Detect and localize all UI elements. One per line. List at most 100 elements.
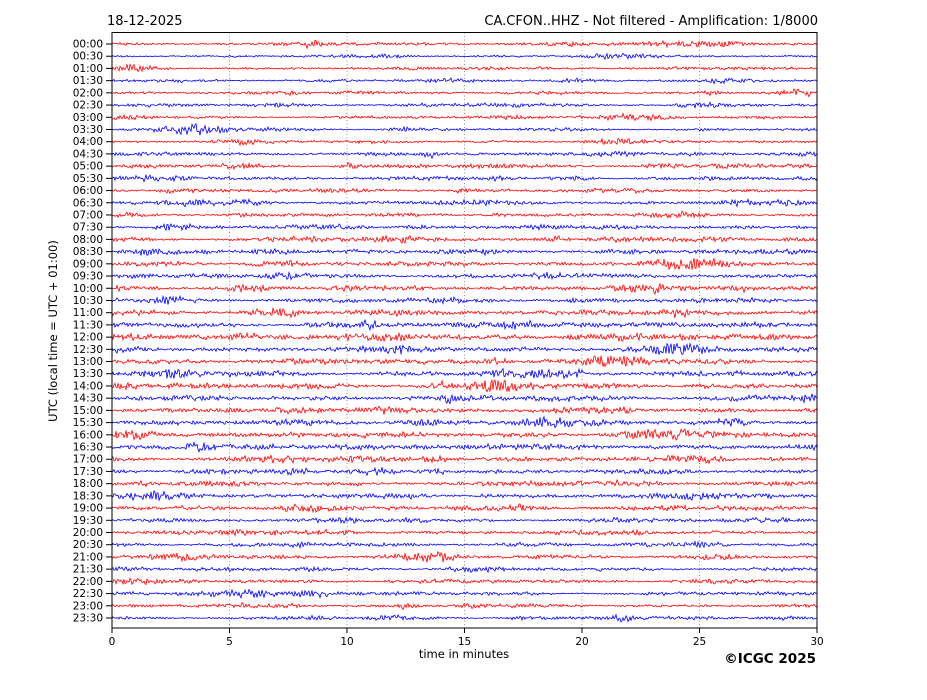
y-tick-label: 21:00 — [73, 551, 103, 563]
seismic-trace-1230 — [111, 342, 818, 355]
y-tick-label: 17:00 — [73, 454, 103, 466]
seismic-trace-0330 — [111, 122, 818, 136]
station-title: CA.CFON..HHZ - Not filtered - Amplificat… — [484, 14, 818, 29]
seismic-trace-1300 — [111, 355, 818, 368]
y-tick-label: 18:30 — [73, 490, 103, 502]
y-tick-label: 18:00 — [73, 478, 103, 490]
seismic-trace-1030 — [111, 294, 818, 305]
y-tick-label: 10:00 — [73, 283, 103, 295]
seismic-trace-1330 — [111, 367, 818, 380]
y-tick-label: 23:30 — [73, 613, 103, 625]
y-axis-label: UTC (local time = UTC + 01:00) — [46, 240, 60, 422]
seismic-trace-1530 — [111, 415, 818, 429]
seismic-trace-0030 — [111, 52, 818, 61]
plot-frame — [111, 32, 818, 629]
y-tick-label: 20:30 — [73, 539, 103, 551]
y-tick-label: 19:00 — [73, 503, 103, 515]
seismic-trace-1800 — [111, 478, 818, 488]
y-tick-label: 21:30 — [73, 564, 103, 576]
seismic-trace-0100 — [111, 63, 818, 73]
seismic-trace-1830 — [111, 489, 818, 502]
seismic-trace-0300 — [111, 112, 818, 122]
seismic-trace-1430 — [111, 393, 818, 405]
seismic-trace-0500 — [111, 161, 818, 171]
seismic-trace-2100 — [111, 550, 818, 563]
seismic-trace-0800 — [111, 234, 818, 245]
x-tick-label: 30 — [810, 636, 823, 648]
x-tick-label: 10 — [340, 636, 353, 648]
y-tick-label: 00:00 — [73, 39, 103, 51]
y-tick-label: 08:30 — [73, 246, 103, 258]
x-tick-label: 0 — [109, 636, 116, 648]
y-tick-label: 01:00 — [73, 63, 103, 75]
y-axis-ticks: 00:0000:3001:0001:3002:0002:3003:0003:30… — [73, 39, 112, 625]
seismic-trace-0230 — [111, 101, 818, 109]
y-tick-label: 15:30 — [73, 417, 103, 429]
y-tick-label: 13:00 — [73, 356, 103, 368]
seismic-trace-0830 — [111, 247, 818, 257]
y-tick-label: 10:30 — [73, 295, 103, 307]
y-tick-label: 12:30 — [73, 344, 103, 356]
seismic-trace-2030 — [111, 539, 818, 549]
y-tick-label: 00:30 — [73, 51, 103, 63]
y-tick-label: 04:00 — [73, 136, 103, 148]
y-tick-label: 23:00 — [73, 600, 103, 612]
y-tick-label: 19:30 — [73, 515, 103, 527]
y-tick-label: 14:00 — [73, 380, 103, 392]
y-tick-label: 07:30 — [73, 222, 103, 234]
trace-group — [111, 39, 818, 623]
y-tick-label: 15:00 — [73, 405, 103, 417]
y-tick-label: 22:30 — [73, 588, 103, 600]
y-tick-label: 16:30 — [73, 442, 103, 454]
gridlines — [229, 32, 700, 628]
seismic-trace-2200 — [111, 577, 818, 586]
seismic-trace-0900 — [111, 257, 818, 271]
x-tick-label: 5 — [226, 636, 233, 648]
seismic-trace-2000 — [111, 528, 818, 537]
x-tick-label: 25 — [693, 636, 706, 648]
seismic-trace-1930 — [111, 516, 818, 525]
seismic-trace-1600 — [111, 428, 818, 441]
x-tick-label: 15 — [458, 636, 471, 648]
y-tick-label: 22:00 — [73, 576, 103, 588]
y-tick-label: 03:00 — [73, 112, 103, 124]
y-tick-label: 14:30 — [73, 393, 103, 405]
seismic-trace-2300 — [111, 601, 818, 611]
seismic-trace-0400 — [111, 137, 818, 147]
y-tick-label: 07:00 — [73, 209, 103, 221]
seismic-trace-0200 — [111, 87, 818, 98]
seismic-trace-1200 — [111, 331, 818, 342]
y-tick-label: 16:00 — [73, 429, 103, 441]
seismic-trace-1630 — [111, 440, 818, 453]
seismic-trace-0730 — [111, 222, 818, 232]
copyright-label: ©ICGC 2025 — [724, 651, 816, 667]
seismic-trace-1000 — [111, 282, 818, 295]
x-tick-label: 20 — [575, 636, 588, 648]
seismic-trace-2330 — [111, 613, 818, 623]
y-tick-label: 08:00 — [73, 234, 103, 246]
seismic-trace-0630 — [111, 197, 818, 208]
seismic-trace-2130 — [111, 565, 818, 574]
seismic-trace-0130 — [111, 77, 818, 85]
y-tick-label: 20:00 — [73, 527, 103, 539]
y-tick-label: 05:00 — [73, 161, 103, 173]
seismic-trace-0930 — [111, 271, 818, 281]
seismic-trace-0700 — [111, 210, 818, 219]
seismic-trace-1500 — [111, 405, 818, 415]
y-tick-label: 04:30 — [73, 148, 103, 160]
y-tick-label: 11:30 — [73, 319, 103, 331]
seismic-trace-1700 — [111, 454, 818, 465]
seismic-trace-0430 — [111, 150, 818, 160]
seismic-trace-1100 — [111, 307, 818, 319]
seismic-trace-1400 — [111, 378, 818, 393]
date-title: 18-12-2025 — [107, 14, 183, 29]
y-tick-label: 02:30 — [73, 100, 103, 112]
seismic-trace-1900 — [111, 503, 818, 514]
y-tick-label: 09:00 — [73, 258, 103, 270]
y-tick-label: 02:00 — [73, 87, 103, 99]
x-axis-ticks: 0 5 10 15 20 25 30 — [109, 628, 824, 648]
y-tick-label: 13:30 — [73, 368, 103, 380]
y-tick-label: 11:00 — [73, 307, 103, 319]
seismic-trace-0530 — [111, 173, 818, 183]
